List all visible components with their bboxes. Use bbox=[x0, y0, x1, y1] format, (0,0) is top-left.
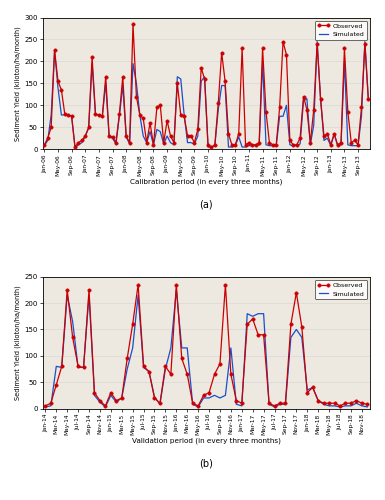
Simulated bbox=[345, 142, 350, 148]
Observed bbox=[131, 21, 135, 27]
Simulated bbox=[219, 82, 224, 88]
Observed bbox=[136, 282, 141, 288]
Simulated bbox=[125, 366, 129, 372]
Observed bbox=[141, 116, 146, 121]
Text: (b): (b) bbox=[199, 458, 213, 468]
Observed bbox=[189, 133, 193, 139]
Observed bbox=[157, 400, 162, 406]
Observed bbox=[42, 142, 47, 148]
Y-axis label: Sediment Yield (kiloton/ha/month): Sediment Yield (kiloton/ha/month) bbox=[15, 286, 22, 400]
Simulated bbox=[365, 404, 370, 410]
Simulated bbox=[147, 368, 151, 374]
Observed bbox=[43, 403, 48, 409]
Line: Observed: Observed bbox=[43, 22, 370, 148]
Simulated bbox=[174, 287, 179, 293]
Observed bbox=[152, 395, 157, 401]
Observed bbox=[90, 54, 94, 60]
Simulated bbox=[43, 404, 48, 410]
Observed bbox=[223, 78, 228, 84]
Observed bbox=[365, 402, 370, 407]
Line: Observed: Observed bbox=[44, 283, 369, 408]
Observed bbox=[125, 356, 129, 362]
X-axis label: Calibration period (in every three months): Calibration period (in every three month… bbox=[130, 178, 283, 185]
Observed bbox=[345, 109, 350, 115]
Observed bbox=[250, 316, 255, 322]
Simulated bbox=[136, 292, 141, 298]
Simulated bbox=[73, 145, 77, 151]
Observed bbox=[366, 96, 371, 102]
Simulated bbox=[98, 399, 102, 405]
Observed bbox=[73, 144, 77, 150]
Observed bbox=[213, 142, 217, 148]
Simulated bbox=[90, 60, 94, 66]
Simulated bbox=[209, 144, 214, 150]
Simulated bbox=[137, 112, 142, 118]
Observed bbox=[98, 398, 102, 404]
Line: Simulated: Simulated bbox=[44, 42, 368, 148]
Text: (a): (a) bbox=[199, 199, 213, 209]
Observed bbox=[141, 364, 146, 370]
Simulated bbox=[250, 314, 255, 320]
Simulated bbox=[42, 142, 47, 148]
Simulated bbox=[152, 394, 157, 400]
Legend: Observed, Simulated: Observed, Simulated bbox=[315, 20, 367, 40]
Legend: Observed, Simulated: Observed, Simulated bbox=[315, 280, 367, 299]
Y-axis label: Sediment Yield (kiloton/ha/month): Sediment Yield (kiloton/ha/month) bbox=[15, 26, 22, 140]
Line: Simulated: Simulated bbox=[45, 290, 367, 407]
Simulated bbox=[315, 38, 320, 44]
X-axis label: Validation period (in every three months): Validation period (in every three months… bbox=[132, 438, 281, 444]
Simulated bbox=[185, 140, 190, 145]
Simulated bbox=[366, 96, 371, 102]
